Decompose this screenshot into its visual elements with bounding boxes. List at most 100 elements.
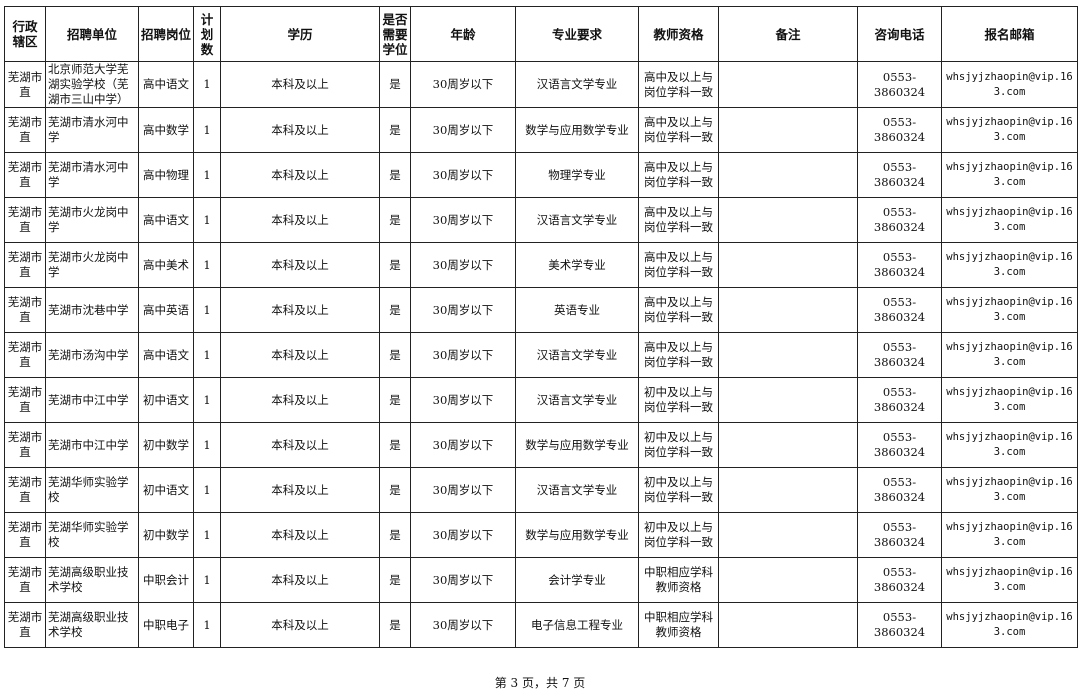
cell-position: 高中物理 bbox=[138, 152, 194, 198]
cell-plan-count: 1 bbox=[193, 242, 221, 288]
cell-age: 30周岁以下 bbox=[410, 602, 516, 648]
cell-major: 汉语言文学专业 bbox=[515, 467, 639, 513]
table-row: 芜湖市直 芜湖华师实验学校 初中数学 1 本科及以上是 30周岁以下 数学与应用数学专业 初中… bbox=[4, 512, 1078, 558]
cell-email: whsjyjzhaopin@vip.163.com bbox=[941, 197, 1078, 243]
cell-degree-required: 是 bbox=[379, 287, 411, 333]
cell-age: 30周岁以下 bbox=[410, 197, 516, 243]
cell-degree-required: 是 bbox=[379, 242, 411, 288]
cell-unit: 芜湖市汤沟中学 bbox=[45, 332, 139, 378]
cell-position: 高中美术 bbox=[138, 242, 194, 288]
cell-email: whsjyjzhaopin@vip.163.com bbox=[941, 152, 1078, 198]
cell-major: 数学与应用数学专业 bbox=[515, 512, 639, 558]
cell-remarks bbox=[718, 197, 858, 243]
page-number: 第 3 页，共 7 页 bbox=[494, 676, 586, 690]
cell-email: whsjyjzhaopin@vip.163.com bbox=[941, 557, 1078, 603]
cell-plan-count: 1 bbox=[193, 602, 221, 648]
cell-plan-count: 1 bbox=[193, 512, 221, 558]
cell-major: 数学与应用数学专业 bbox=[515, 422, 639, 468]
table-row: 芜湖市直 芜湖市中江中学 初中语文 1 本科及以上是 30周岁以下 汉语言文学专业 初中及以上… bbox=[4, 377, 1078, 423]
header-position: 招聘岗位 bbox=[138, 6, 194, 62]
cell-age: 30周岁以下 bbox=[410, 242, 516, 288]
table-row: 芜湖市直 芜湖市汤沟中学 高中语文 1 本科及以上是 30周岁以下 汉语言文学专业 高中及以上… bbox=[4, 332, 1078, 378]
cell-degree-required: 是 bbox=[379, 61, 411, 108]
cell-teacher-qualification: 高中及以上与岗位学科一致 bbox=[638, 242, 719, 288]
cell-teacher-qualification: 高中及以上与岗位学科一致 bbox=[638, 107, 719, 153]
cell-major: 美术学专业 bbox=[515, 242, 639, 288]
cell-remarks bbox=[718, 242, 858, 288]
cell-age: 30周岁以下 bbox=[410, 422, 516, 468]
cell-education: 本科及以上 bbox=[220, 467, 380, 513]
cell-phone: 0553-3860324 bbox=[857, 107, 942, 153]
cell-age: 30周岁以下 bbox=[410, 557, 516, 603]
table-row: 芜湖市直 芜湖高级职业技术学校 中职电子 1 本科及以上是 30周岁以下 电子信息工程专业中… bbox=[4, 602, 1078, 648]
cell-remarks bbox=[718, 377, 858, 423]
cell-phone: 0553-3860324 bbox=[857, 152, 942, 198]
table-row: 芜湖市直 芜湖市清水河中学 高中数学 1 本科及以上是 30周岁以下 数学与应用数学专业 高中… bbox=[4, 107, 1078, 153]
cell-unit: 北京师范大学芜湖实验学校（芜湖市三山中学） bbox=[45, 61, 139, 108]
cell-teacher-qualification: 高中及以上与岗位学科一致 bbox=[638, 61, 719, 108]
cell-degree-required: 是 bbox=[379, 152, 411, 198]
cell-remarks bbox=[718, 287, 858, 333]
header-email: 报名邮箱 bbox=[941, 6, 1078, 62]
cell-remarks bbox=[718, 152, 858, 198]
cell-major: 汉语言文学专业 bbox=[515, 197, 639, 243]
cell-age: 30周岁以下 bbox=[410, 512, 516, 558]
cell-major: 汉语言文学专业 bbox=[515, 377, 639, 423]
cell-unit: 芜湖华师实验学校 bbox=[45, 512, 139, 558]
cell-degree-required: 是 bbox=[379, 377, 411, 423]
cell-phone: 0553-3860324 bbox=[857, 557, 942, 603]
cell-plan-count: 1 bbox=[193, 332, 221, 378]
cell-major: 数学与应用数学专业 bbox=[515, 107, 639, 153]
cell-unit: 芜湖高级职业技术学校 bbox=[45, 602, 139, 648]
cell-email: whsjyjzhaopin@vip.163.com bbox=[941, 422, 1078, 468]
cell-position: 高中英语 bbox=[138, 287, 194, 333]
cell-plan-count: 1 bbox=[193, 287, 221, 333]
cell-major: 物理学专业 bbox=[515, 152, 639, 198]
cell-age: 30周岁以下 bbox=[410, 61, 516, 108]
cell-age: 30周岁以下 bbox=[410, 287, 516, 333]
cell-email: whsjyjzhaopin@vip.163.com bbox=[941, 242, 1078, 288]
cell-plan-count: 1 bbox=[193, 152, 221, 198]
cell-email: whsjyjzhaopin@vip.163.com bbox=[941, 107, 1078, 153]
cell-position: 中职电子 bbox=[138, 602, 194, 648]
cell-education: 本科及以上 bbox=[220, 512, 380, 558]
cell-degree-required: 是 bbox=[379, 197, 411, 243]
cell-unit: 芜湖高级职业技术学校 bbox=[45, 557, 139, 603]
header-teacher-qualification: 教师资格 bbox=[638, 6, 719, 62]
cell-email: whsjyjzhaopin@vip.163.com bbox=[941, 61, 1078, 108]
cell-degree-required: 是 bbox=[379, 557, 411, 603]
cell-education: 本科及以上 bbox=[220, 602, 380, 648]
cell-teacher-qualification: 高中及以上与岗位学科一致 bbox=[638, 287, 719, 333]
cell-age: 30周岁以下 bbox=[410, 152, 516, 198]
header-remarks: 备注 bbox=[718, 6, 858, 62]
cell-phone: 0553-3860324 bbox=[857, 332, 942, 378]
cell-teacher-qualification: 初中及以上与岗位学科一致 bbox=[638, 512, 719, 558]
cell-position: 初中数学 bbox=[138, 422, 194, 468]
cell-phone: 0553-3860324 bbox=[857, 242, 942, 288]
cell-phone: 0553-3860324 bbox=[857, 512, 942, 558]
cell-plan-count: 1 bbox=[193, 197, 221, 243]
cell-district: 芜湖市直 bbox=[4, 152, 46, 198]
cell-plan-count: 1 bbox=[193, 557, 221, 603]
cell-unit: 芜湖市火龙岗中学 bbox=[45, 242, 139, 288]
cell-remarks bbox=[718, 107, 858, 153]
cell-teacher-qualification: 高中及以上与岗位学科一致 bbox=[638, 152, 719, 198]
cell-phone: 0553-3860324 bbox=[857, 467, 942, 513]
cell-age: 30周岁以下 bbox=[410, 332, 516, 378]
cell-district: 芜湖市直 bbox=[4, 287, 46, 333]
cell-unit: 芜湖市清水河中学 bbox=[45, 107, 139, 153]
cell-position: 高中语文 bbox=[138, 332, 194, 378]
cell-district: 芜湖市直 bbox=[4, 602, 46, 648]
cell-unit: 芜湖市中江中学 bbox=[45, 377, 139, 423]
table-row: 芜湖市直 芜湖高级职业技术学校 中职会计 1 本科及以上是 30周岁以下 会计学专业 中职相应… bbox=[4, 557, 1078, 603]
cell-age: 30周岁以下 bbox=[410, 467, 516, 513]
cell-position: 高中语文 bbox=[138, 197, 194, 243]
cell-district: 芜湖市直 bbox=[4, 107, 46, 153]
cell-degree-required: 是 bbox=[379, 422, 411, 468]
cell-degree-required: 是 bbox=[379, 332, 411, 378]
cell-remarks bbox=[718, 557, 858, 603]
cell-plan-count: 1 bbox=[193, 107, 221, 153]
cell-unit: 芜湖市沈巷中学 bbox=[45, 287, 139, 333]
cell-position: 初中数学 bbox=[138, 512, 194, 558]
cell-major: 汉语言文学专业 bbox=[515, 332, 639, 378]
